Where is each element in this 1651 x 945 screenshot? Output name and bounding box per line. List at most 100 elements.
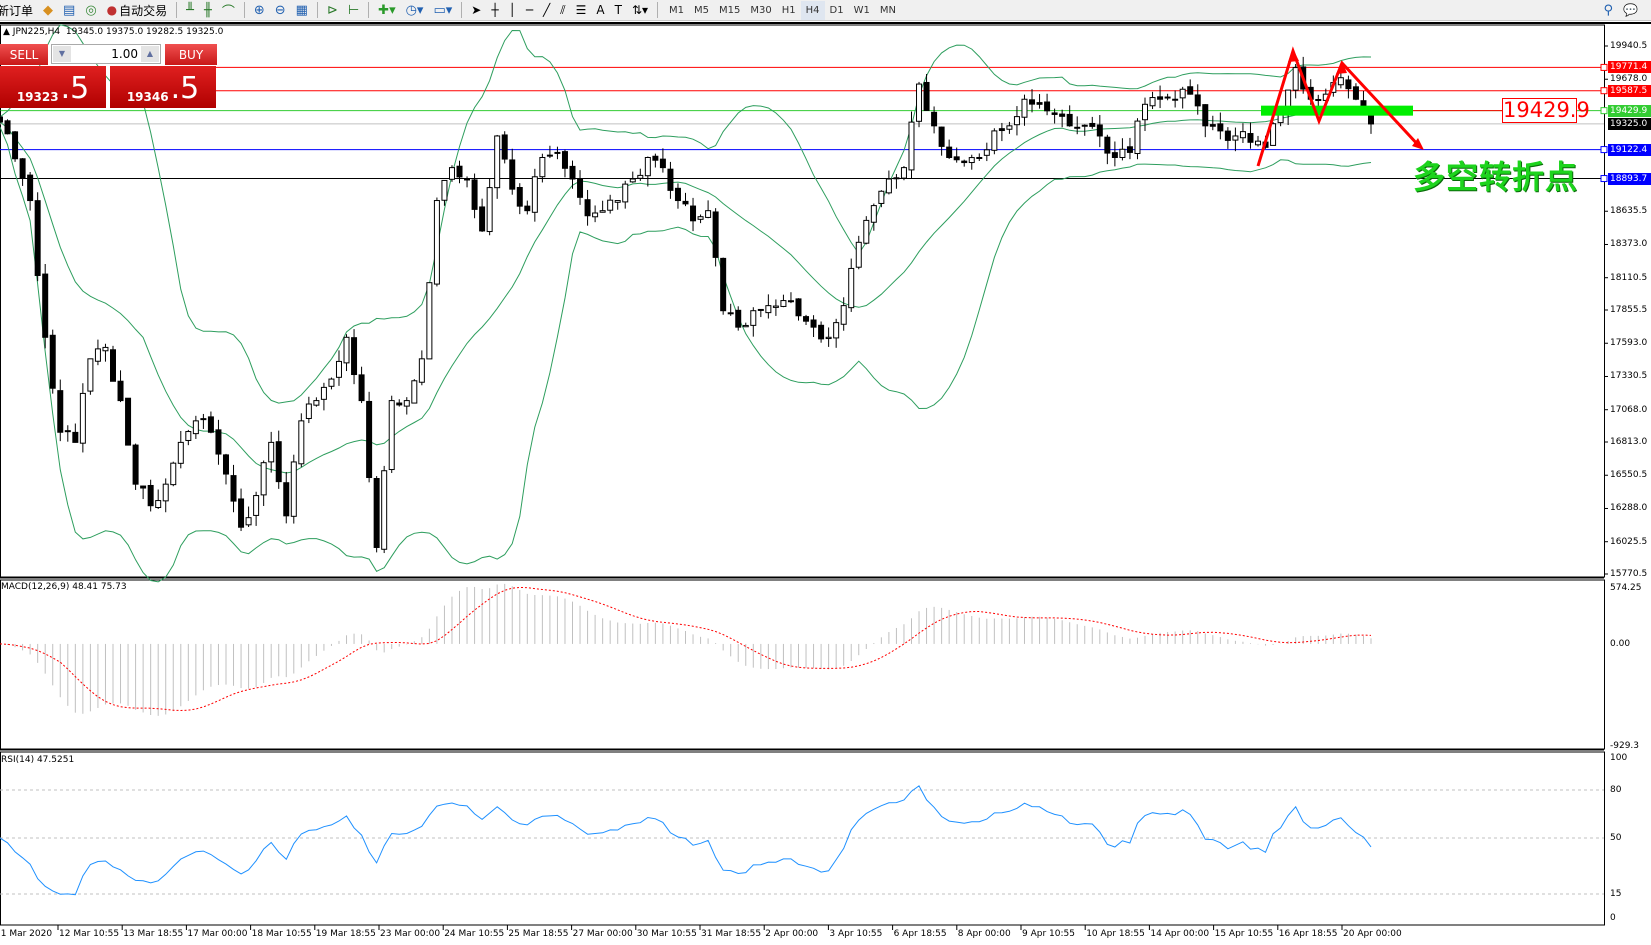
zoom-in-icon[interactable]: ⊕ [253,2,265,18]
line-chart-icon[interactable]: ⌒ [221,4,235,20]
vertical-line-icon[interactable]: │ [508,3,516,17]
candle-body [629,178,636,183]
candle-body [908,121,915,171]
bar-chart-icon[interactable]: ╨ [186,2,194,18]
candle-body [1036,102,1043,105]
timeframe-m30[interactable]: M30 [750,4,772,16]
timeframe-m5[interactable]: M5 [694,4,710,16]
tile-windows-icon[interactable]: ▦ [295,2,308,18]
candle-body [878,190,885,204]
timeframe-w1[interactable]: W1 [853,4,870,16]
candle-body [12,131,19,160]
horizontal-line-icon[interactable]: ─ [525,3,534,17]
candle-body [215,429,222,455]
autotrade-icon: ● [106,3,118,17]
buy-button[interactable]: BUY [165,44,217,65]
sell-button[interactable]: SELL [0,44,48,65]
timeframe-mn[interactable]: MN [879,4,896,16]
candle-body [366,400,373,479]
candle-body [147,484,154,507]
chart-shift-icon[interactable]: ⊢ [347,2,360,18]
candlestick-icon[interactable]: ╫ [203,2,212,18]
timeframe-h1[interactable]: H1 [781,4,796,16]
time-axis-label: 8 Apr 00:00 [957,929,1011,939]
candle-body [185,431,192,441]
fibonacci-icon[interactable]: ☰ [575,3,587,17]
bid-main: 19323 [16,90,59,104]
timeframe-h4[interactable]: H4 [800,0,825,20]
rsi-axis-label: 0 [1610,913,1616,923]
candle-body [162,483,169,502]
cursor-icon[interactable]: ➤ [471,3,482,17]
candle-body [1104,136,1111,154]
candle-body [192,420,199,435]
time-axis-label: 10 Apr 18:55 [1086,929,1145,939]
level-price-tag: 19771.4 [1608,61,1651,74]
lot-decrease-icon[interactable]: ▼ [53,46,71,62]
candle-body [1029,99,1036,105]
zoom-out-icon[interactable]: ⊖ [274,2,286,18]
support-zone [1261,105,1413,116]
candle-body [1202,104,1209,127]
divider [243,2,245,18]
annotation-text[interactable]: 多空转折点 [1413,158,1579,196]
candle-body [494,135,501,189]
candle-body [464,178,471,181]
chat-icon[interactable]: 💬 [1623,3,1638,17]
autotrade-label: 自动交易 [119,3,168,18]
timeframe-m15[interactable]: M15 [719,4,741,16]
trendline-icon[interactable]: ╱ [543,3,551,17]
candle-body [305,403,312,419]
price-axis-label: 16550.5 [1610,470,1648,481]
candle-body [1232,135,1239,141]
timeframe-d1[interactable]: D1 [829,4,844,16]
timeframe-m1[interactable]: M1 [669,4,685,16]
time-axis-label: 9 Apr 10:55 [1022,929,1075,939]
level-handle-icon [1600,146,1608,154]
new-order-button[interactable]: 新订单 [0,3,34,18]
periods-icon[interactable]: ◷▾ [405,2,424,18]
candle-body [1044,101,1051,112]
candle-body [396,402,403,406]
candle-body [1172,98,1179,101]
candle-body [1119,148,1126,158]
candle-body [1270,123,1277,146]
navigator-icon[interactable]: ▤ [63,2,76,18]
level-price-tag: 19429.9 [1608,104,1651,117]
text-icon[interactable]: A [596,3,605,17]
signals-icon[interactable]: ◎ [85,2,97,18]
candle-body [705,210,712,218]
autotrade-button[interactable]: ● 自动交易 [104,1,171,20]
channel-icon[interactable]: ⫽ [560,2,566,17]
candle-body [938,126,945,147]
lot-increase-icon[interactable]: ▲ [141,46,159,62]
templates-icon[interactable]: ▭▾ [433,2,453,18]
sell-price[interactable]: 19323.5 [0,66,106,108]
candle-body [1059,113,1066,117]
market-watch-icon[interactable]: ◆ [43,2,54,18]
buy-price[interactable]: 19346.5 [110,66,216,108]
ask-main: 19346 [126,90,169,104]
autoscroll-icon[interactable]: ⊳ [326,2,338,18]
price-annotation-label[interactable]: 19429.9 [1502,98,1590,123]
search-icon[interactable]: ⚲ [1603,2,1614,18]
rsi-axis-label: 100 [1610,753,1628,763]
candle-body [1217,123,1224,132]
candle-body [283,482,290,517]
time-axis-label: 20 Apr 00:00 [1343,929,1402,939]
price-axis-label: 18110.5 [1610,272,1648,283]
candle-body [64,430,71,433]
candle-body [486,187,493,233]
candle-body [125,397,132,446]
arrows-icon[interactable]: ⇅▾ [631,3,649,17]
lot-input[interactable]: 1.00 [51,44,161,64]
indicators-icon[interactable]: ✚▾ [378,2,396,18]
text-label-icon[interactable]: T [614,3,622,17]
candle-body [1360,100,1367,108]
candle-body [388,400,395,471]
crosshair-icon[interactable]: ┼ [491,3,499,17]
candle-body [94,348,101,362]
candle-body [690,205,697,222]
symbol-label: JPN225,H4 [12,27,61,37]
